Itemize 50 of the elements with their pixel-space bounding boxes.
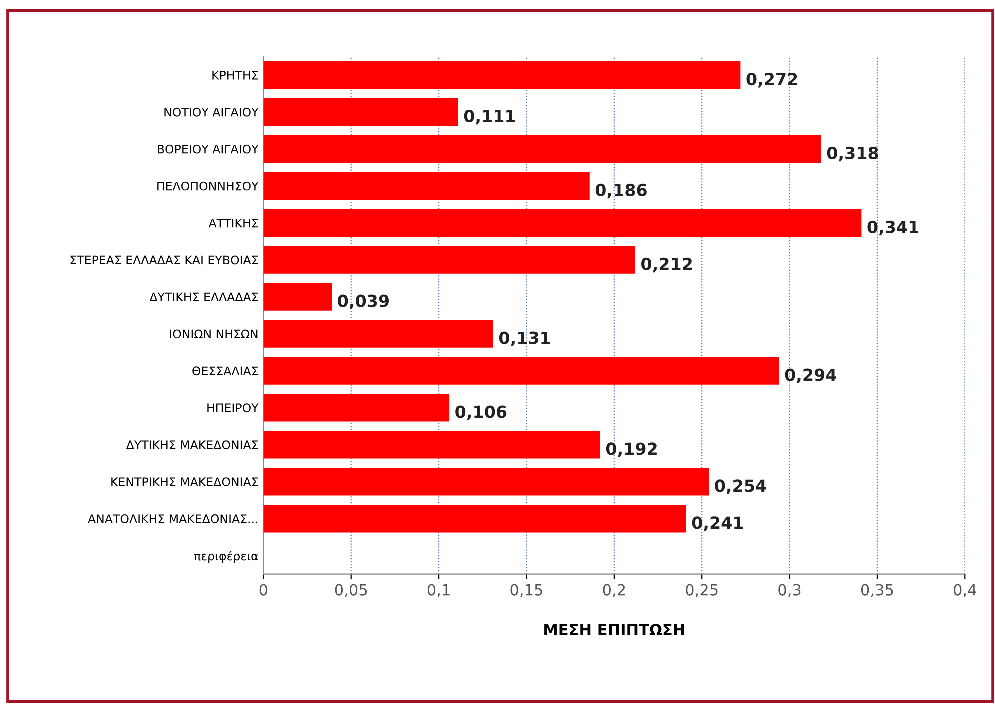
y-tick-label: ΝΟΤΙΟΥ ΑΙΓΑΙΟΥ xyxy=(164,108,259,117)
x-tick-label: 0,1 xyxy=(428,584,450,598)
data-label: 0,106 xyxy=(456,406,507,420)
y-tick-label: ΔΥΤΙΚΗΣ ΜΑΚΕΔΟΝΙΑΣ xyxy=(126,440,258,450)
data-label: 0,186 xyxy=(596,184,647,199)
bar xyxy=(264,98,458,126)
bar xyxy=(264,172,590,200)
data-label: 0,039 xyxy=(338,294,389,310)
x-tick-label: 0,05 xyxy=(335,584,368,598)
bar xyxy=(264,320,494,348)
bar xyxy=(264,504,686,533)
x-tick-label: 0,2 xyxy=(603,584,626,598)
data-label: 0,294 xyxy=(785,368,836,384)
bar xyxy=(264,61,741,90)
y-tick-label: περιφέρεια xyxy=(194,551,258,563)
bar xyxy=(264,394,450,422)
bar xyxy=(264,431,600,459)
x-tick-label: 0,3 xyxy=(778,584,801,598)
data-label: 0,131 xyxy=(499,332,550,346)
y-tick-label: ΘΕΣΣΑΛΙΑΣ xyxy=(192,366,258,376)
data-label: 0,212 xyxy=(642,258,692,273)
bar xyxy=(264,357,780,385)
data-label: 0,272 xyxy=(746,72,798,88)
y-tick-label: ΒΟΡΕΙΟΥ ΑΙΓΑΙΟΥ xyxy=(158,144,259,154)
y-tick-label: ΣΤΕΡΕΑΣ ΕΛΛΑΔΑΣ ΚΑΙ ΕΥΒΟΙΑΣ xyxy=(70,256,258,265)
x-tick-label: 0,25 xyxy=(686,584,718,598)
y-tick-label: ΠΕΛΟΠΟΝΝΗΣΟΥ xyxy=(158,182,259,191)
x-tick-label: 0,15 xyxy=(510,584,542,598)
bar xyxy=(264,209,862,237)
data-label: 0,241 xyxy=(692,516,744,532)
x-tick-label: 0 xyxy=(260,584,268,596)
x-tick-label: 0,35 xyxy=(861,584,894,598)
y-tick-label: ΗΠΕΙΡΟΥ xyxy=(208,404,259,413)
bar xyxy=(264,246,636,274)
y-tick-label: ΑΝΑΤΟΛΙΚΗΣ ΜΑΚΕΔΟΝΙΑΣ... xyxy=(88,514,258,524)
bar xyxy=(264,468,710,496)
x-tick-label: 0,4 xyxy=(954,584,976,598)
data-label: 0,111 xyxy=(464,110,516,125)
y-tick-label: ΔΥΤΙΚΗΣ ΕΛΛΑΔΑΣ xyxy=(150,292,258,302)
data-label: 0,192 xyxy=(606,442,657,458)
bar xyxy=(264,135,822,164)
data-label: 0,341 xyxy=(868,220,919,236)
y-tick-label: ΚΕΝΤΡΙΚΗΣ ΜΑΚΕΔΟΝΙΑΣ xyxy=(112,478,258,487)
y-tick-label: ΚΡΗΤΗΣ xyxy=(212,71,258,80)
bar xyxy=(264,283,332,311)
data-label: 0,318 xyxy=(827,146,878,162)
data-label: 0,254 xyxy=(715,480,766,494)
y-tick-label: ΙΟΝΙΩΝ ΝΗΣΩΝ xyxy=(170,330,258,339)
x-axis-title: ΜΕΣΗ ΕΠΙΠΤΩΣΗ xyxy=(544,624,684,636)
y-tick-label: ΑΤΤΙΚΗΣ xyxy=(208,218,258,228)
